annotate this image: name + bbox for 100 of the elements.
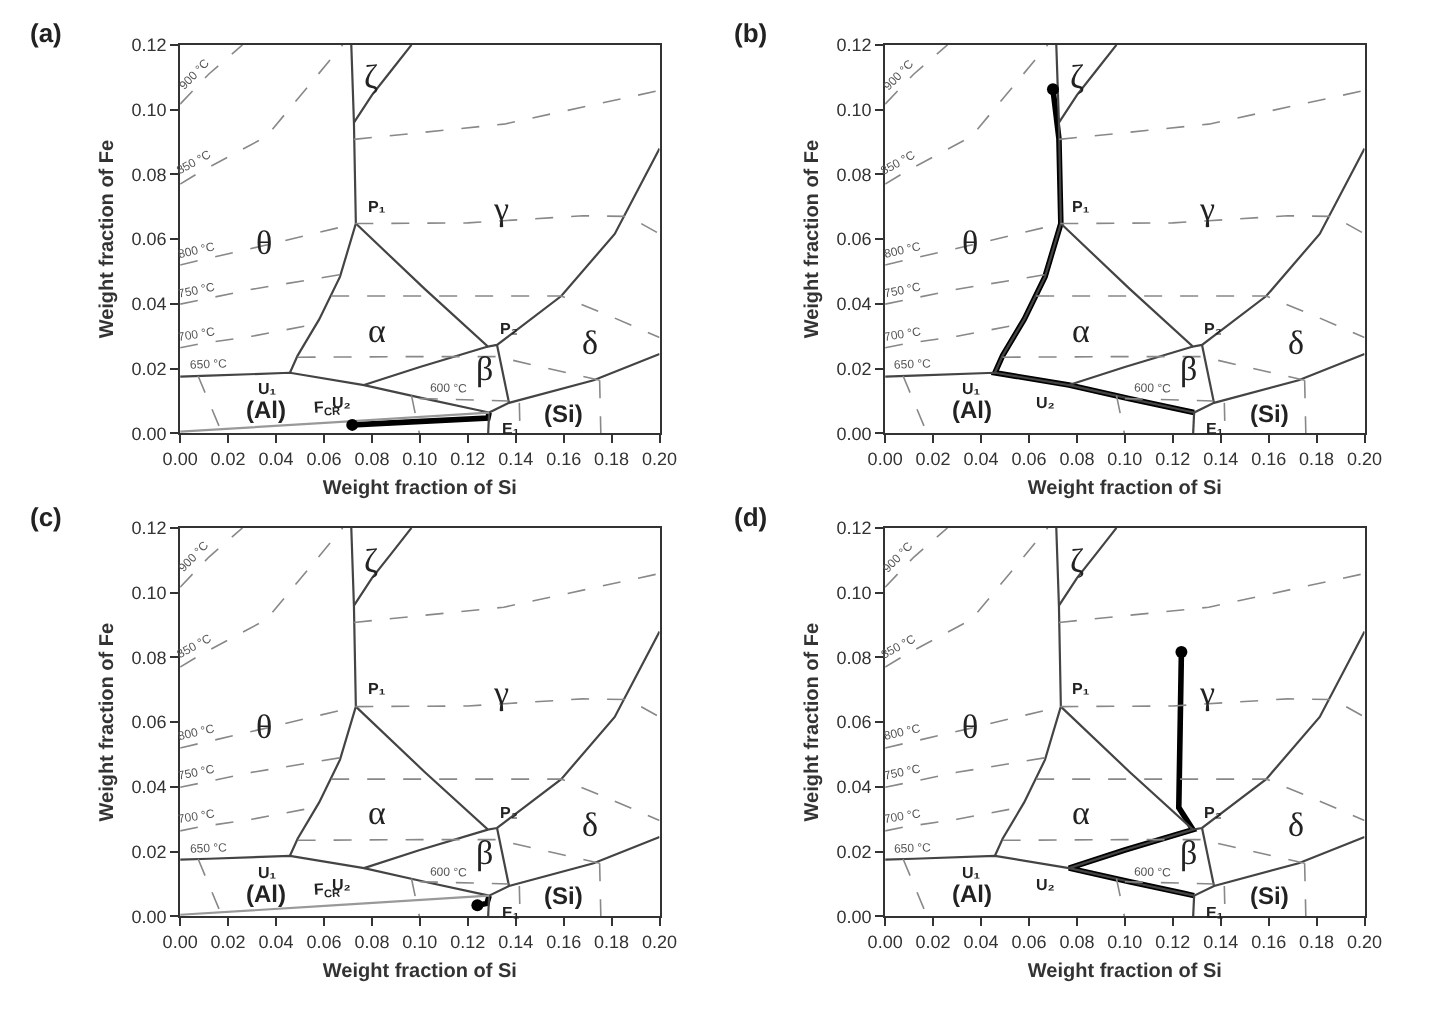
annotation: (Al) — [952, 880, 992, 908]
x-tick-label: 0.14 — [498, 931, 534, 952]
x-tick-label: 0.20 — [642, 931, 678, 952]
x-tick-label: 0.06 — [1011, 448, 1047, 469]
annotation: δ — [582, 324, 599, 362]
x-tick-label: 0.02 — [915, 448, 951, 469]
annotation: (Si) — [1250, 882, 1289, 910]
annotation: (Si) — [544, 400, 583, 428]
annotation: δ — [1288, 806, 1305, 844]
annotation: δ — [1288, 324, 1305, 362]
x-tick-label: 0.20 — [1347, 448, 1383, 469]
x-tick-label: 0.02 — [915, 931, 951, 952]
y-tick-label: 0.06 — [131, 712, 167, 733]
chart-title: (d) — [734, 502, 768, 532]
annotation: P₂ — [500, 320, 519, 338]
annotation: ζ — [364, 58, 379, 96]
y-tick-label: 0.08 — [836, 164, 872, 185]
x-tick-label: 0.18 — [1299, 931, 1335, 952]
y-tick-label: 0.04 — [836, 777, 872, 798]
annotation: P₂ — [1204, 320, 1223, 338]
x-tick-label: 0.08 — [354, 448, 390, 469]
annotation: P₁ — [1072, 198, 1091, 216]
annotation: U₁ — [962, 380, 982, 398]
x-axis-title: Weight fraction of Si — [322, 477, 518, 500]
annotation: U₂ — [1036, 876, 1056, 894]
annotation: α — [1072, 312, 1090, 350]
y-axis-title: Weight fraction of Fe — [97, 622, 120, 822]
y-tick-label: 0.02 — [836, 841, 872, 862]
x-tick-label: 0.10 — [402, 931, 438, 952]
y-tick-label: 0.04 — [836, 294, 872, 315]
x-tick-label: 0.00 — [867, 448, 903, 469]
x-tick-label: 0.00 — [162, 931, 198, 952]
y-tick-label: 0.12 — [836, 518, 872, 539]
x-tick-label: 0.00 — [162, 448, 198, 469]
annotation: (Si) — [544, 882, 583, 910]
annotation: θ — [256, 224, 273, 262]
y-axis-title: Weight fraction of Fe — [97, 138, 120, 339]
x-tick-label: 0.12 — [1155, 448, 1191, 469]
chart-title: (b) — [734, 18, 768, 48]
y-tick-label: 0.10 — [836, 99, 872, 120]
y-tick-label: 0.00 — [836, 423, 872, 444]
annotation: α — [368, 312, 386, 350]
x-tick-label: 0.06 — [1011, 931, 1047, 952]
x-tick-label: 0.10 — [402, 448, 438, 469]
x-tick-label: 0.08 — [1059, 448, 1095, 469]
x-tick-label: 0.18 — [594, 931, 630, 952]
y-tick-label: 0.12 — [836, 35, 872, 56]
y-tick-label: 0.08 — [836, 647, 872, 668]
annotation: θ — [962, 708, 979, 746]
y-tick-label: 0.08 — [131, 647, 167, 668]
x-tick-label: 0.16 — [1251, 448, 1287, 469]
x-tick-label: 0.06 — [306, 931, 342, 952]
annotation: θ — [256, 708, 273, 746]
y-tick-label: 0.10 — [131, 582, 167, 603]
annotation: U₁ — [258, 864, 278, 882]
x-tick-label: 0.02 — [210, 448, 246, 469]
x-tick-label: 0.18 — [594, 448, 630, 469]
annotation: P₂ — [500, 804, 519, 822]
y-tick-label: 0.06 — [836, 229, 872, 250]
x-tick-label: 0.04 — [963, 448, 999, 469]
annotation: P₁ — [1072, 680, 1091, 698]
y-tick-label: 0.00 — [836, 906, 872, 927]
annotation: (Si) — [1250, 400, 1289, 428]
x-axis-title: Weight fraction of Si — [322, 960, 518, 983]
annotation: U₂ — [1036, 394, 1056, 412]
y-tick-label: 0.04 — [131, 777, 167, 798]
annotation: U₁ — [962, 864, 982, 882]
annotation: θ — [962, 224, 979, 262]
annotation: (Al) — [952, 396, 992, 424]
y-tick-label: 0.06 — [836, 712, 872, 733]
x-tick-label: 0.08 — [354, 931, 390, 952]
x-tick-label: 0.12 — [1155, 931, 1191, 952]
y-tick-label: 0.06 — [131, 229, 167, 250]
x-tick-label: 0.16 — [546, 448, 582, 469]
annotation: β — [1180, 350, 1198, 388]
x-tick-label: 0.20 — [1347, 931, 1383, 952]
y-tick-label: 0.00 — [131, 423, 167, 444]
annotation: β — [1180, 834, 1198, 872]
y-tick-label: 0.12 — [131, 35, 167, 56]
annotation: γ — [492, 674, 510, 712]
x-axis-title: Weight fraction of Si — [1027, 960, 1223, 983]
y-axis-title: Weight fraction of Fe — [802, 138, 825, 339]
x-axis-title: Weight fraction of Si — [1027, 477, 1223, 500]
annotation: γ — [492, 190, 510, 228]
y-tick-label: 0.04 — [131, 294, 167, 315]
x-tick-label: 0.14 — [1203, 448, 1239, 469]
y-tick-label: 0.00 — [131, 906, 167, 927]
chart-title: (a) — [30, 18, 62, 48]
y-tick-label: 0.02 — [836, 358, 872, 379]
x-tick-label: 0.04 — [258, 448, 294, 469]
y-axis-title: Weight fraction of Fe — [802, 622, 825, 822]
x-tick-label: 0.08 — [1059, 931, 1095, 952]
annotation: γ — [1198, 190, 1216, 228]
annotation: (Al) — [246, 880, 286, 908]
x-tick-label: 0.06 — [306, 448, 342, 469]
annotation: ζ — [1070, 58, 1085, 96]
annotation: α — [368, 794, 386, 832]
annotation: (Al) — [246, 396, 286, 424]
x-tick-label: 0.18 — [1299, 448, 1335, 469]
x-tick-label: 0.12 — [450, 931, 486, 952]
